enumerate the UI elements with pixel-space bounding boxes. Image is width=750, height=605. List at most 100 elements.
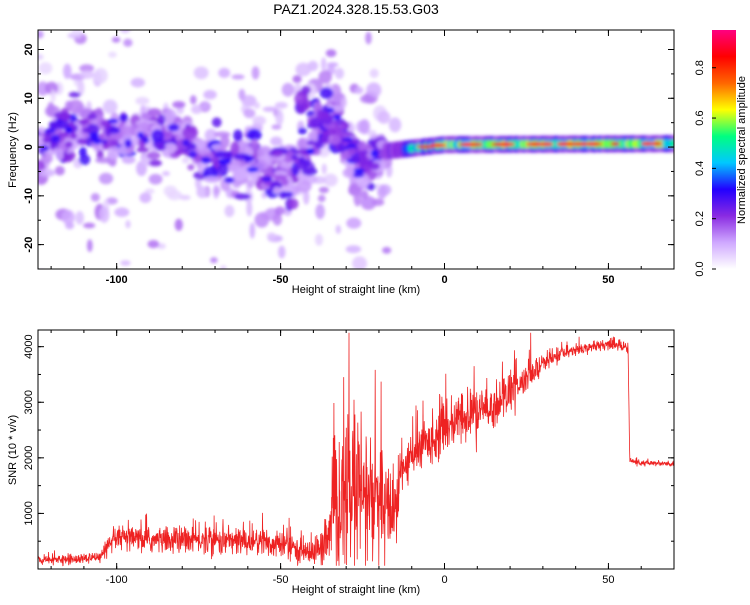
- heatmap-blob-faint: [123, 38, 133, 47]
- heatmap-blob-faint: [369, 68, 379, 79]
- heatmap-blob-faint: [220, 265, 227, 269]
- heatmap-blob-faint: [210, 257, 218, 264]
- heatmap-blob-faint: [249, 222, 256, 239]
- heatmap-blob-faint: [204, 128, 218, 142]
- heatmap-blob: [107, 145, 120, 160]
- y-tick-label: 1000: [23, 501, 35, 525]
- heatmap-blob: [272, 186, 281, 195]
- heatmap-blob-faint: [203, 89, 217, 100]
- heatmap-blob-faint: [271, 124, 282, 130]
- heatmap-blob-faint: [359, 118, 371, 135]
- y-tick-label: 0: [23, 144, 35, 150]
- heatmap-blob-bright: [224, 177, 235, 184]
- x-tick-label: -100: [106, 574, 128, 586]
- heatmap-blob-faint: [71, 30, 83, 36]
- heatmap-blob-bright: [314, 140, 324, 150]
- heatmap-blob: [42, 136, 52, 144]
- heatmap-blob-faint: [360, 190, 369, 199]
- heatmap-band-peak: [530, 142, 544, 147]
- heatmap-blob-bright: [173, 149, 186, 156]
- heatmap-blob: [217, 162, 229, 177]
- heatmap-blob-faint: [278, 245, 286, 259]
- heatmap-blob-faint: [345, 245, 362, 254]
- heatmap-blob-bright: [320, 134, 328, 144]
- colorbar-label: Normalized spectral amplitude: [736, 76, 748, 224]
- heatmap-blob-bright: [261, 176, 273, 183]
- heatmap-blob-faint: [372, 198, 385, 206]
- heatmap-blobs: [34, 0, 674, 286]
- heatmap-blob-branch: [348, 146, 356, 156]
- heatmap-blob-faint: [274, 101, 288, 109]
- heatmap-blob-bright: [65, 140, 73, 149]
- heatmap-blob: [274, 170, 288, 177]
- heatmap-blob-bright: [243, 155, 254, 163]
- heatmap-blob-faint: [243, 108, 256, 119]
- heatmap-blob-faint: [315, 203, 325, 220]
- heatmap-blob-faint: [121, 155, 136, 164]
- heatmap-blob-branch: [327, 134, 342, 145]
- y-tick-label: 10: [23, 92, 35, 104]
- heatmap-blob-faint: [346, 217, 362, 229]
- heatmap-blob-faint: [274, 206, 285, 216]
- heatmap-blob-faint: [325, 49, 337, 58]
- heatmap-blob-bright: [167, 123, 180, 132]
- heatmap-blob: [287, 198, 299, 210]
- colorbar-tick-label: 0.6: [694, 110, 706, 125]
- heatmap-blob-bright: [107, 118, 119, 124]
- heatmap-blob-faint: [54, 0, 67, 4]
- heatmap-blob-faint: [108, 51, 117, 58]
- heatmap-blob-faint: [334, 67, 345, 80]
- heatmap-blob: [136, 146, 150, 153]
- heatmap-blob-faint: [144, 188, 155, 195]
- heatmap-blob-branch: [358, 149, 369, 156]
- heatmap-blob-faint: [111, 36, 121, 43]
- heatmap-blob-faint: [105, 197, 118, 205]
- heatmap-blob-bright: [223, 150, 233, 158]
- heatmap-blob-faint: [189, 95, 197, 105]
- colorbar-tick-label: 0.4: [694, 161, 706, 176]
- y-tick-label: -10: [23, 188, 35, 204]
- heatmap-blob: [197, 138, 206, 151]
- heatmap-blob-faint: [102, 99, 118, 114]
- heatmap-blob-faint: [201, 101, 210, 111]
- heatmap-blob: [246, 128, 262, 141]
- colorbar: 0.0 0.2 0.4 0.6 0.8 Normalized spectral ampl…: [694, 30, 748, 277]
- colorbar-tick-label: 0.8: [694, 60, 706, 75]
- heatmap-band-peak: [584, 142, 603, 146]
- heatmap-blob: [157, 114, 166, 126]
- heatmap-ylabel: Frequency (Hz): [7, 112, 19, 188]
- heatmap-blob-faint: [77, 79, 85, 96]
- snr-ylabel: SNR (10 * v/v): [7, 415, 19, 485]
- heatmap-blob-faint: [93, 67, 108, 84]
- heatmap-blob-branch: [303, 98, 311, 109]
- heatmap-blob-bright: [279, 191, 288, 199]
- heatmap-blob-bright: [296, 161, 306, 171]
- heatmap-blob-faint: [174, 218, 183, 231]
- heatmap-blob-bright: [44, 131, 52, 137]
- heatmap-blob-faint: [377, 184, 387, 200]
- heatmap-blob-bright: [246, 166, 259, 173]
- heatmap-blob-faint: [114, 207, 130, 218]
- heatmap-blob-faint: [377, 110, 391, 124]
- heatmap-blob-faint: [162, 171, 171, 177]
- heatmap-blob: [301, 166, 318, 176]
- heatmap-blob-faint: [341, 97, 347, 108]
- heatmap-blob-branch: [316, 109, 324, 121]
- heatmap-blob: [95, 157, 112, 164]
- heatmap-blob-bright: [108, 127, 121, 134]
- heatmap-blob: [151, 129, 165, 144]
- x-tick-label: 50: [602, 574, 614, 586]
- heatmap-blob-bright: [124, 139, 132, 148]
- heatmap-blob: [234, 193, 251, 200]
- heatmap-blob-faint: [241, 94, 257, 108]
- heatmap-blob-faint: [34, 271, 50, 286]
- heatmap-blob: [38, 126, 45, 134]
- heatmap-blob-faint: [218, 67, 231, 79]
- heatmap-blob: [78, 118, 89, 126]
- heatmap-blob-faint: [190, 104, 203, 114]
- heatmap-blob-faint: [99, 206, 110, 223]
- heatmap-blob-bright: [272, 150, 284, 157]
- y-tick-label: 3000: [23, 390, 35, 414]
- heatmap-blob-faint: [272, 213, 283, 226]
